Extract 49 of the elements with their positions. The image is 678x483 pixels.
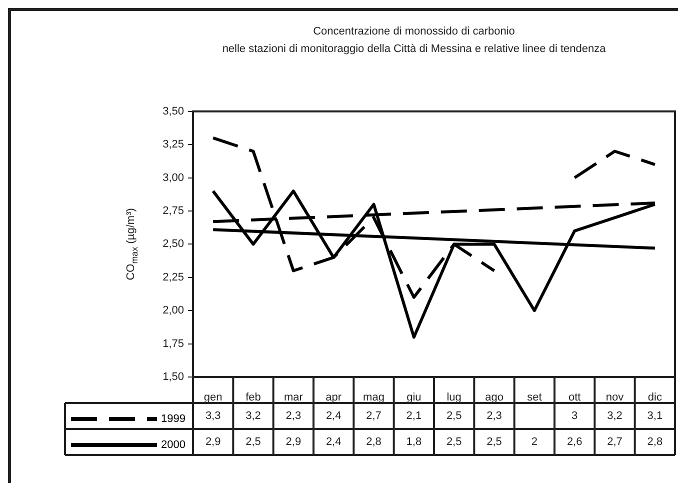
y-tick-label: 2,25 [162,271,184,284]
y-tick-label: 1,50 [162,371,184,384]
y-tick-label: 2,75 [162,205,184,218]
x-tick-label: giu [406,392,422,404]
x-tick-label: dic [648,392,662,404]
x-tick-label: mar [284,392,304,404]
data-label: 2,5 [446,436,462,448]
data-label: 2,1 [406,410,422,422]
data-label: 2,3 [286,410,302,422]
y-tick-label: 2,50 [162,238,184,250]
data-label: 2 [531,436,538,448]
y-tick-label: 2,00 [162,304,184,317]
data-label: 3,3 [205,410,221,422]
data-label: 3,1 [647,410,663,422]
data-label: 3 [572,410,578,422]
y-tick-label: 3,00 [162,172,184,184]
x-tick-label: lug [446,392,462,404]
x-tick-label: ott [568,392,581,404]
x-tick-label: gen [204,392,222,404]
data-label: 2,3 [486,410,502,422]
data-label: 2,8 [366,436,382,448]
data-label: 2,8 [647,436,663,448]
x-tick-label: nov [606,392,624,404]
y-tick-label: 1,75 [162,338,184,350]
x-tick-label: set [527,392,542,404]
chart-subtitle: nelle stazioni di monitoraggio della Città di Messina e relative linee di tendenza [222,42,607,55]
data-label: 2,7 [607,436,622,448]
y-tick-label: 3,25 [162,138,184,151]
data-label: 2,5 [246,436,261,448]
data-label: 3,2 [246,410,261,422]
x-tick-label: mag [363,392,384,404]
data-label: 1,8 [406,436,422,448]
legend-label: 1999 [161,413,186,425]
data-label: 2,9 [286,436,302,448]
x-tick-label: ago [485,392,504,404]
data-label: 2,4 [326,436,342,448]
data-label: 2,5 [446,410,462,422]
data-label: 3,2 [607,410,622,422]
data-label: 2,9 [205,436,221,448]
legend-label: 2000 [161,439,186,451]
y-axis-title: COmax (µg/m³) [125,208,140,280]
data-label: 2,5 [486,436,502,448]
data-label: 2,4 [326,410,342,422]
y-tick-label: 3,50 [162,105,184,118]
chart-title: Concentrazione di monossido di carbonio [313,26,515,38]
data-label: 2,7 [366,410,382,422]
x-tick-label: feb [246,392,261,404]
data-label: 2,6 [566,436,582,448]
x-tick-label: apr [326,392,342,404]
